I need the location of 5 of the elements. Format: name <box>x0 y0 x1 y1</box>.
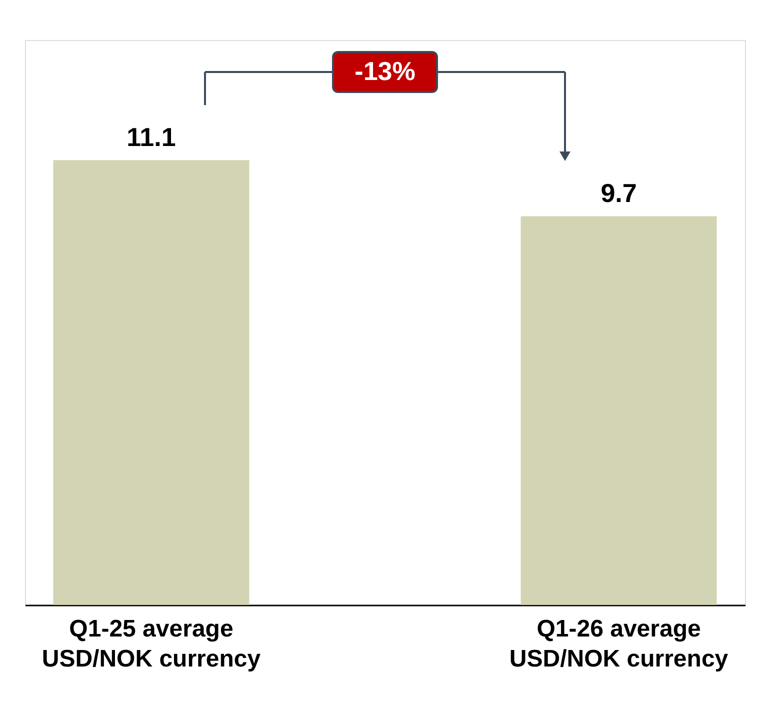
text: -13% <box>354 56 416 86</box>
x-tick-label: Q1-26 average USD/NOK currency <box>509 616 729 672</box>
data-label: 11.1 <box>126 122 176 152</box>
data-label: 9.7 <box>600 178 637 208</box>
x-tick-label: Q1-25 average USD/NOK currency <box>42 616 262 672</box>
